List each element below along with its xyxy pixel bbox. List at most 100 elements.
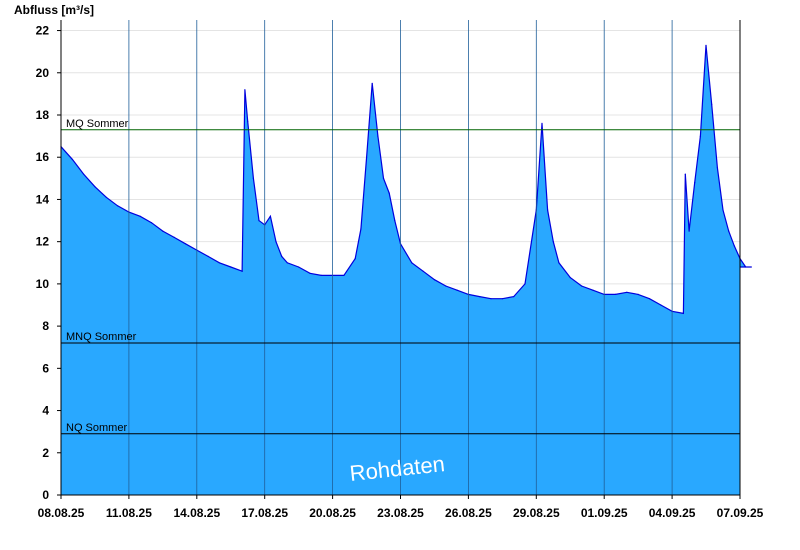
data-point: [626, 291, 628, 293]
data-point: [83, 173, 85, 175]
y-tick-label: 20: [36, 66, 50, 80]
data-point: [343, 274, 345, 276]
y-axis-title: Abfluss [m³/s]: [14, 3, 94, 17]
data-point: [558, 262, 560, 264]
data-point: [684, 173, 686, 175]
y-tick-labels: 0 2 4 6 8 10 12 14 16 18 20 22: [36, 24, 61, 502]
reference-line-label: NQ Sommer: [66, 422, 127, 434]
data-point: [569, 277, 571, 279]
data-point: [637, 293, 639, 295]
y-tick-label: 2: [42, 446, 49, 460]
data-point: [733, 245, 735, 247]
reference-lines: MQ Sommer MNQ Sommer NQ Sommer: [61, 118, 740, 435]
y-tick-label: 14: [36, 192, 50, 206]
y-tick-label: 22: [36, 24, 50, 38]
axes: [60, 20, 741, 496]
data-point: [614, 293, 617, 295]
data-point: [422, 270, 424, 272]
data-point: [275, 241, 277, 243]
discharge-area: [61, 45, 752, 496]
data-point: [218, 262, 220, 264]
x-tick-labels: 08.08.25 11.08.25 14.08.25 17.08.25 20.08.25…: [38, 506, 764, 520]
x-tick-label: 04.09.25: [649, 506, 696, 520]
plot-area: [60, 44, 752, 496]
y-tick-label: 10: [36, 277, 50, 291]
data-point: [117, 205, 119, 207]
data-point: [524, 283, 526, 285]
data-point: [244, 89, 246, 91]
data-point: [281, 255, 283, 257]
x-tick-label: 08.08.25: [38, 506, 85, 520]
data-point: [207, 255, 209, 257]
data-point: [230, 266, 232, 268]
data-point: [320, 274, 322, 276]
data-point: [552, 241, 554, 243]
data-point: [541, 122, 543, 124]
x-tick-label: 07.09.25: [717, 506, 764, 520]
data-point: [445, 285, 447, 287]
x-tick-label: 17.08.25: [241, 506, 288, 520]
data-point: [354, 258, 356, 260]
data-point: [745, 266, 747, 268]
data-point: [184, 243, 187, 245]
x-tick-label: 20.08.25: [309, 506, 356, 520]
x-tick-label: 01.09.25: [581, 506, 628, 520]
data-point: [241, 270, 243, 272]
y-tick-label: 4: [42, 404, 49, 418]
y-tick-label: 16: [36, 150, 50, 164]
data-point: [371, 82, 373, 84]
data-point: [592, 289, 594, 291]
vertical-gridlines: [60, 20, 741, 499]
x-tick-label: 11.08.25: [106, 506, 152, 520]
data-point: [490, 298, 492, 300]
data-point: [71, 158, 73, 160]
data-point: [252, 177, 254, 179]
y-tick-label: 18: [36, 108, 50, 122]
data-point: [722, 209, 724, 211]
data-point: [139, 215, 141, 217]
data-point: [682, 312, 685, 314]
data-point: [388, 192, 390, 194]
x-tick-label: 23.08.25: [377, 506, 424, 520]
data-point: [411, 262, 413, 264]
data-point: [382, 177, 385, 179]
reference-line-label: MQ Sommer: [66, 118, 129, 130]
data-point: [150, 222, 153, 224]
data-point: [699, 135, 702, 137]
data-point: [688, 230, 690, 232]
data-point: [501, 298, 503, 300]
data-point: [298, 266, 300, 268]
data-point: [513, 296, 515, 298]
y-tick-label: 6: [42, 361, 49, 375]
data-point: [547, 209, 549, 211]
data-point: [366, 156, 368, 158]
x-tick-label: 26.08.25: [445, 506, 492, 520]
y-tick-label: 12: [36, 235, 50, 249]
data-point: [269, 215, 271, 217]
data-point: [105, 196, 107, 198]
x-tick-label: 29.08.25: [513, 506, 560, 520]
data-point: [94, 186, 96, 188]
data-point: [479, 296, 481, 298]
data-point: [173, 236, 175, 238]
data-point: [648, 298, 651, 300]
data-point: [394, 220, 396, 222]
data-point: [258, 220, 260, 222]
data-point: [711, 103, 713, 105]
data-point: [360, 228, 362, 230]
data-point: [728, 230, 730, 232]
data-point: [750, 266, 752, 268]
y-tick-label: 0: [42, 488, 49, 502]
data-point: [581, 285, 583, 287]
data-point: [716, 167, 719, 169]
x-tick-label: 14.08.25: [173, 506, 220, 520]
data-point: [660, 304, 662, 306]
data-point: [286, 262, 288, 264]
data-point: [309, 272, 311, 274]
data-point: [705, 44, 707, 46]
reference-line-label: MNQ Sommer: [66, 331, 137, 343]
data-point: [433, 279, 436, 281]
data-point: [377, 135, 379, 137]
y-tick-label: 8: [42, 319, 49, 333]
